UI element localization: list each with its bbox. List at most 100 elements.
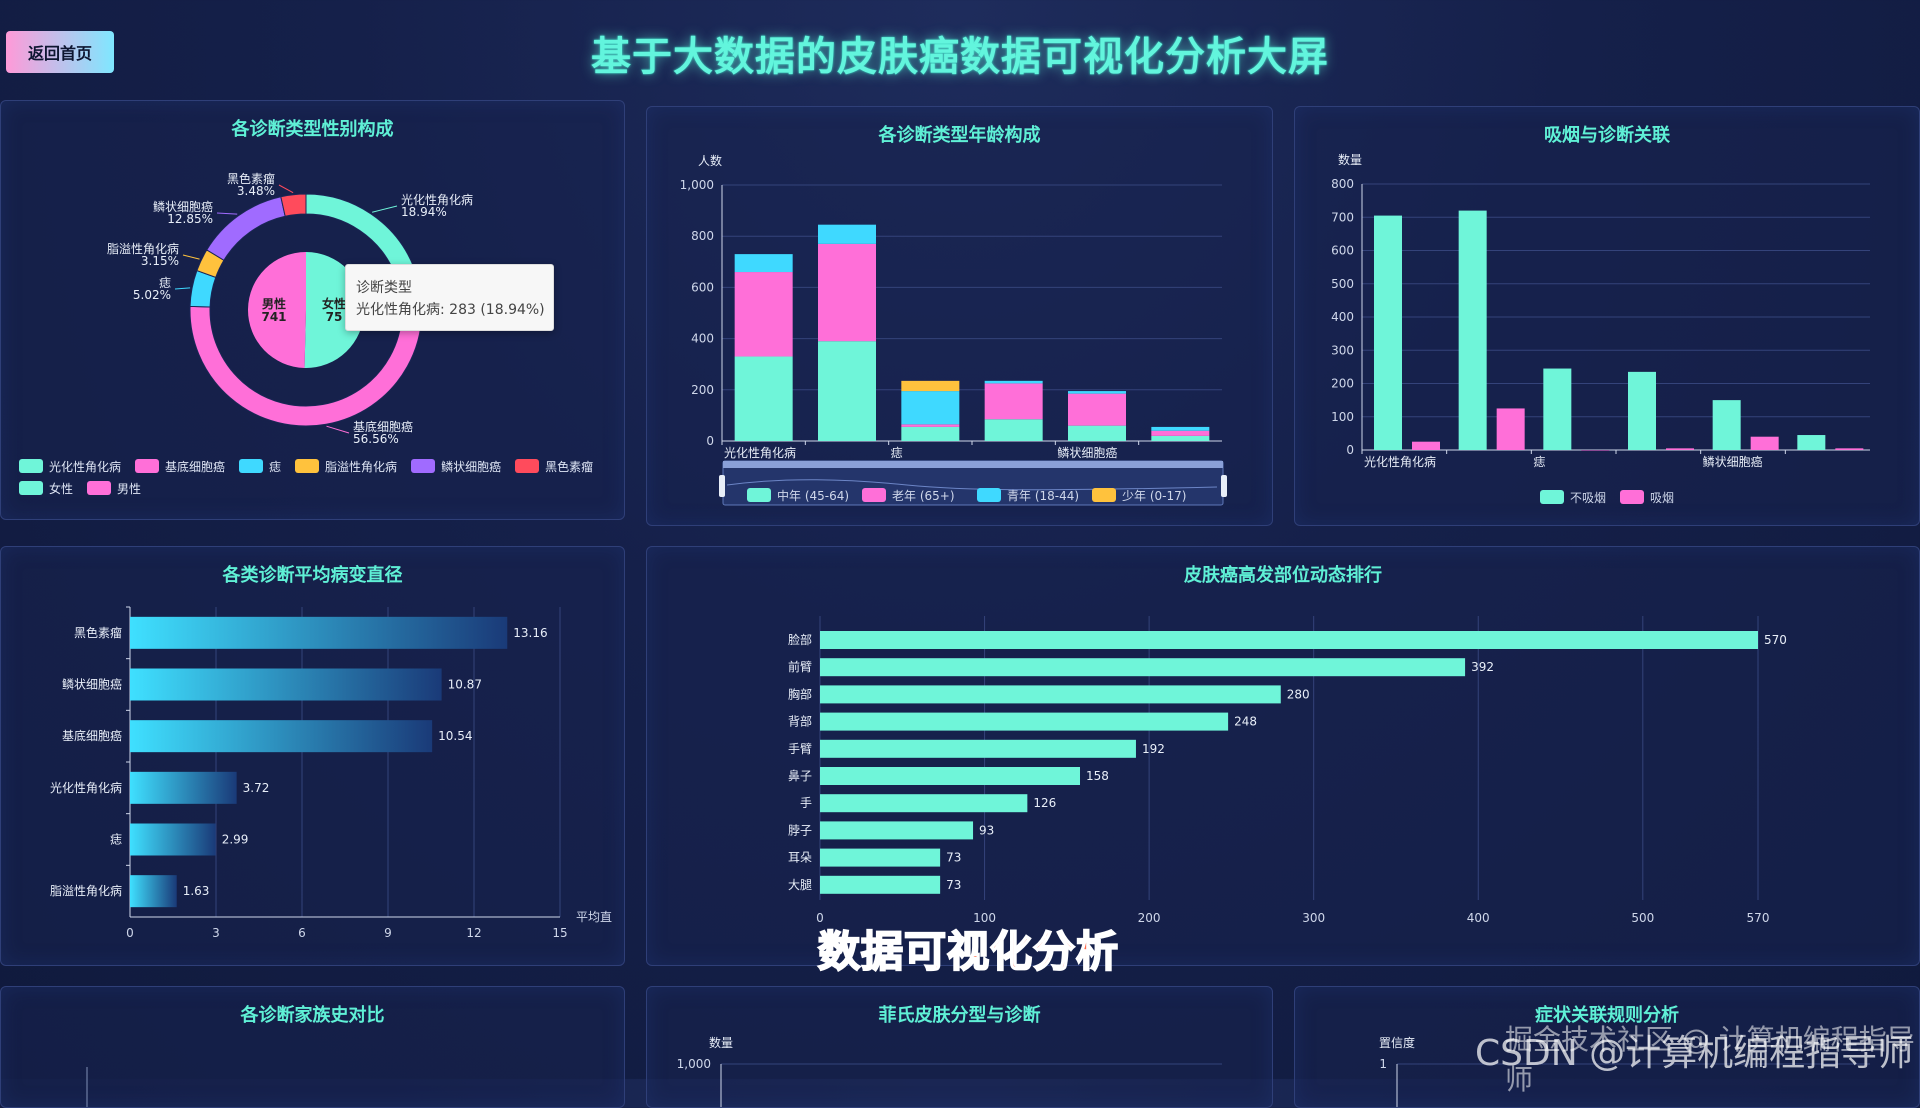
donut-label-name: 光化性角化病 xyxy=(401,192,473,207)
y-tick-label: 1,000 xyxy=(677,1057,711,1071)
bar-segment xyxy=(901,380,960,392)
legend-label: 脂溢性角化病 xyxy=(325,459,398,474)
bar-segment xyxy=(1068,391,1126,394)
legend-item[interactable]: 鳞状细胞癌 xyxy=(411,455,501,477)
bar xyxy=(130,616,508,649)
legend-label: 女性 xyxy=(49,481,74,496)
donut-label-percent: 3.15% xyxy=(141,254,179,268)
back-home-button[interactable]: 返回首页 xyxy=(6,31,114,73)
bar xyxy=(820,658,1466,677)
data-zoom-handle-left xyxy=(719,475,725,497)
y-axis-label: 置信度 xyxy=(1379,1035,1415,1050)
y-tick-label: 大腿 xyxy=(788,878,812,892)
tooltip-header: 诊断类型 xyxy=(356,280,412,296)
chart-tooltip: 诊断类型 光化性角化病: 283 (18.94%) xyxy=(345,264,554,331)
donut-label-name: 基底细胞癌 xyxy=(353,419,413,434)
y-tick-label: 背部 xyxy=(788,714,812,729)
inner-value: 741 xyxy=(261,310,286,324)
bar-segment xyxy=(901,424,960,427)
bar xyxy=(820,848,941,867)
bar xyxy=(1628,371,1656,450)
legend-item[interactable]: 男性 xyxy=(87,477,141,499)
panel-title-family: 各诊断家族史对比 xyxy=(240,1005,385,1026)
bar xyxy=(1543,368,1572,450)
legend-item[interactable]: 女性 xyxy=(19,477,73,499)
y-tick-label: 鳞状细胞癌 xyxy=(62,677,122,692)
legend-label: 少年 (0-17) xyxy=(1122,489,1186,503)
y-tick-label: 600 xyxy=(1331,244,1354,258)
panel-title-sites: 皮肤癌高发部位动态排行 xyxy=(1184,565,1382,586)
y-axis-label: 数量 xyxy=(1338,152,1362,167)
y-tick-label: 600 xyxy=(691,280,714,294)
bar xyxy=(130,823,216,856)
legend-item[interactable]: 黑色素瘤 xyxy=(515,455,593,477)
donut-label-name: 脂溢性角化病 xyxy=(107,241,179,256)
donut-outer-slice xyxy=(280,193,307,217)
legend-swatch xyxy=(295,459,320,473)
y-tick-label: 0 xyxy=(706,434,714,448)
y-tick-label: 200 xyxy=(691,383,714,397)
legend-label: 黑色素瘤 xyxy=(545,459,594,474)
x-tick-label: 12 xyxy=(466,926,481,940)
donut-label-percent: 56.56% xyxy=(353,432,399,446)
legend-label: 鳞状细胞癌 xyxy=(441,459,502,474)
x-tick-label: 200 xyxy=(1138,911,1161,925)
y-tick-label: 手 xyxy=(800,796,812,810)
donut-label-name: 鳞状细胞癌 xyxy=(153,199,213,214)
legend-swatch xyxy=(515,459,540,473)
legend-item[interactable]: 基底细胞癌 xyxy=(135,455,225,477)
bar xyxy=(1666,448,1694,450)
x-tick-label: 鳞状细胞癌 xyxy=(1703,454,1763,469)
data-zoom-handle-right xyxy=(1221,475,1227,497)
value-label: 1.63 xyxy=(183,884,210,898)
value-label: 73 xyxy=(946,851,961,865)
value-label: 570 xyxy=(1764,633,1787,647)
legend-swatch xyxy=(1540,490,1564,504)
value-label: 93 xyxy=(979,823,994,837)
lesion-diameter-chart[interactable]: 0 3 6 9 12 15 平均直 黑色素瘤 13.16 鳞状细胞癌 10.87 基底细胞癌 10.54… xyxy=(1,547,624,965)
legend-label: 男性 xyxy=(117,481,142,496)
smoking-bar-chart[interactable]: 数量 0 100 200 300 400 500 600 700 800 光化性角化病 痣 鳞状细胞癌不… xyxy=(1295,107,1919,525)
panel-family: 各诊断家族史对比 xyxy=(0,986,625,1108)
y-tick-label: 100 xyxy=(1331,410,1354,424)
bar-segment xyxy=(734,254,793,273)
value-label: 2.99 xyxy=(222,833,249,847)
donut-label-percent: 18.94% xyxy=(401,205,447,219)
legend-swatch xyxy=(862,488,886,502)
legend-swatch xyxy=(239,459,264,473)
legend-label: 不吸烟 xyxy=(1570,491,1606,505)
legend-swatch xyxy=(135,459,160,473)
bar xyxy=(820,875,941,894)
legend-swatch xyxy=(411,459,436,473)
family-chart xyxy=(86,1067,88,1107)
panel-title-rules: 症状关联规则分析 xyxy=(1535,1005,1679,1026)
bar xyxy=(1496,408,1525,450)
x-tick-label: 500 xyxy=(1631,911,1654,925)
value-label: 248 xyxy=(1234,715,1257,729)
value-label: 10.54 xyxy=(438,729,472,743)
legend-item[interactable]: 光化性角化病 xyxy=(19,455,121,477)
x-axis-label: 平均直 xyxy=(576,910,612,924)
donut-outer-slice xyxy=(206,196,286,261)
panel-title-age: 各诊断类型年龄构成 xyxy=(878,125,1041,146)
x-tick-label: 100 xyxy=(973,911,996,925)
bar xyxy=(820,739,1136,758)
donut-label-name: 痣 xyxy=(159,275,171,290)
x-tick-label: 0 xyxy=(816,911,824,925)
panel-age: 各诊断类型年龄构成 人数 0 200 400 600 800 1,000 光化性角化病 痣 鳞状细… xyxy=(646,106,1273,526)
y-tick-label: 200 xyxy=(1331,377,1354,391)
y-tick-label: 1,000 xyxy=(680,178,714,192)
donut-label-leader xyxy=(174,287,191,290)
x-tick-label: 光化性角化病 xyxy=(724,445,796,460)
donut-inner-slice xyxy=(247,252,306,368)
legend-item[interactable]: 痣 xyxy=(239,455,281,477)
bar-segment xyxy=(901,426,960,441)
sites-ranking-chart[interactable]: 0 100 200 300 400 500 570 脸部 570 前臂 392 胸部 280 背部 248 手… xyxy=(647,547,1919,965)
x-tick-label: 15 xyxy=(552,926,567,940)
bar-segment xyxy=(984,419,1043,441)
y-tick-label: 脂溢性角化病 xyxy=(50,883,122,898)
legend-item[interactable]: 脂溢性角化病 xyxy=(295,455,397,477)
panel-smoking: 吸烟与诊断关联 数量 0 100 200 300 400 500 600 700 800 光化性角化… xyxy=(1294,106,1920,526)
rules-chart: 置信度 1 xyxy=(1379,1035,1870,1107)
